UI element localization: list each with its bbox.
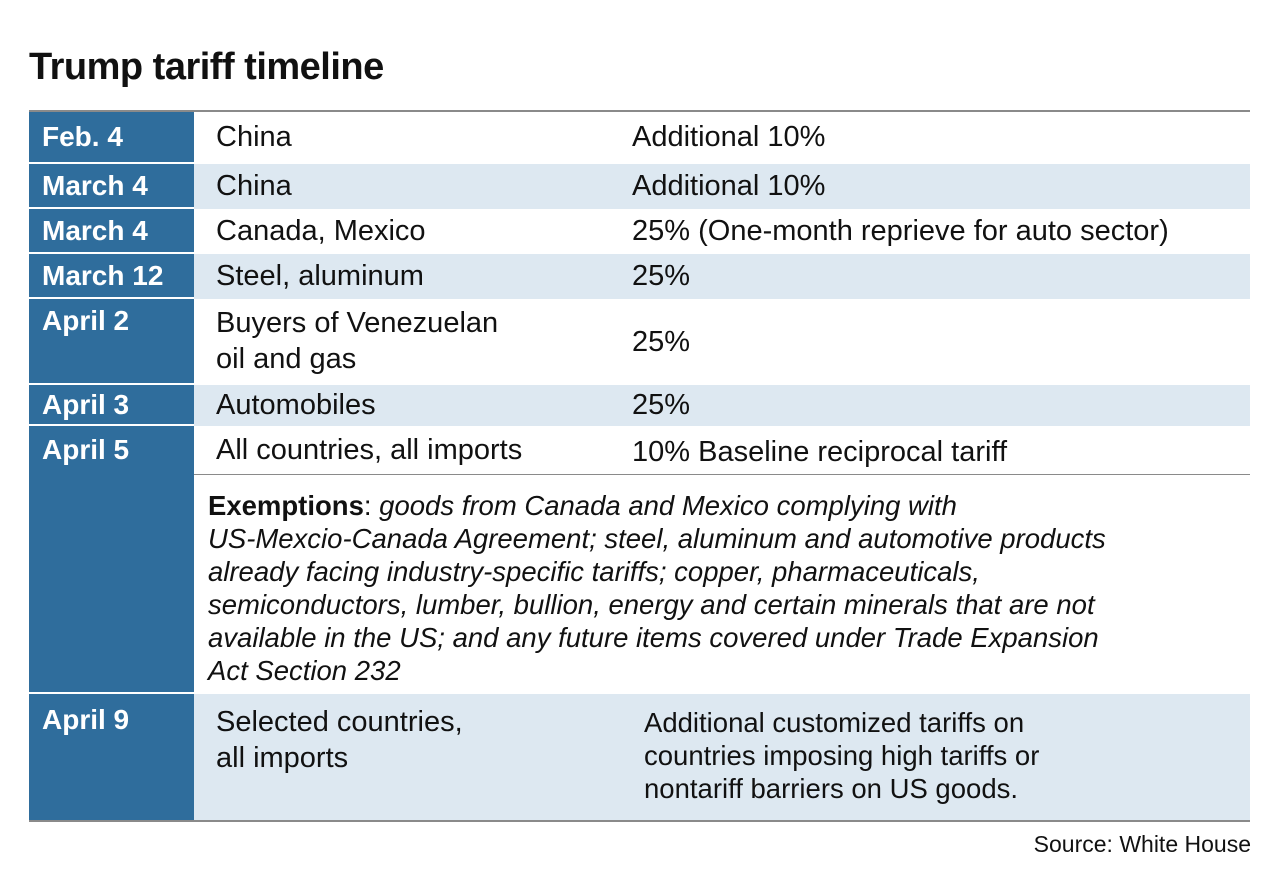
row-target: Steel, aluminum [216,260,424,292]
row-tariff-line: Additional customized tariffs on [644,707,1025,738]
exemptions-line: US-Mexcio-Canada Agreement; steel, alumi… [208,523,1106,554]
row-target: Selected countries, all imports [194,694,610,820]
row-tariff-line: nontariff barriers on US goods. [644,773,1019,804]
row-target-line: Buyers of Venezuelan [216,307,499,339]
row-date: March 12 [29,254,194,299]
table-row: Feb. 4 China Additional 10% [29,112,1250,164]
table-row: March 4 China Additional 10% [29,164,1250,209]
row-date: April 2 [29,299,194,385]
table-row: March 4 Canada, Mexico 25% (One-month re… [29,209,1250,254]
row-target: Buyers of Venezuelan oil and gas [194,299,610,385]
row-date: March 4 [29,164,194,209]
source-credit: Source: White House [1033,831,1251,857]
row-tariff: 25% [632,389,691,421]
row-target-line: oil and gas [216,343,357,375]
table-row: April 5 All countries, all imports 10% B… [29,426,1250,694]
row-tariff: 25% [632,325,691,358]
exemptions-label: Exemptions [208,490,364,521]
tariff-timeline-table: Feb. 4 China Additional 10% March 4 Chin… [29,110,1250,822]
row-target: Automobiles [216,389,376,421]
row-target-line: Selected countries, [216,706,463,738]
row-target: Canada, Mexico [216,215,426,247]
row-tariff: 25% [632,260,691,292]
table-row: April 2 Buyers of Venezuelan oil and gas… [29,299,1250,385]
row-tariff: 25% (One-month reprieve for auto sector) [632,215,1169,247]
exemptions-note: Exemptions: goods from Canada and Mexico… [194,475,1250,687]
exemptions-line: available in the US; and any future item… [208,622,1099,653]
row-date: April 3 [29,385,194,426]
exemptions-line: goods from Canada and Mexico complying w… [379,490,957,521]
row-target: China [216,170,292,202]
table-row: April 3 Automobiles 25% [29,385,1250,426]
table-row: April 9 Selected countries, all imports … [29,694,1250,820]
row-tariff-line: countries imposing high tariffs or [644,740,1040,771]
row-target: All countries, all imports [216,434,523,466]
row-date: April 5 [29,426,194,694]
exemptions-line: Act Section 232 [208,655,401,686]
exemptions-line: semiconductors, lumber, bullion, energy … [208,589,1095,620]
row-target-line: all imports [216,742,349,774]
page-title: Trump tariff timeline [29,46,384,88]
row-tariff: Additional customized tariffs on countri… [610,694,1250,820]
row-date: March 4 [29,209,194,254]
row-tariff: Additional 10% [632,121,826,153]
row-target: China [216,121,292,153]
row-date: Feb. 4 [29,112,194,164]
row-date: April 9 [29,694,194,820]
row-tariff: Additional 10% [632,170,826,202]
exemptions-line: already facing industry-specific tariffs… [208,556,980,587]
table-row: March 12 Steel, aluminum 25% [29,254,1250,299]
row-tariff: 10% Baseline reciprocal tariff [632,436,1008,468]
